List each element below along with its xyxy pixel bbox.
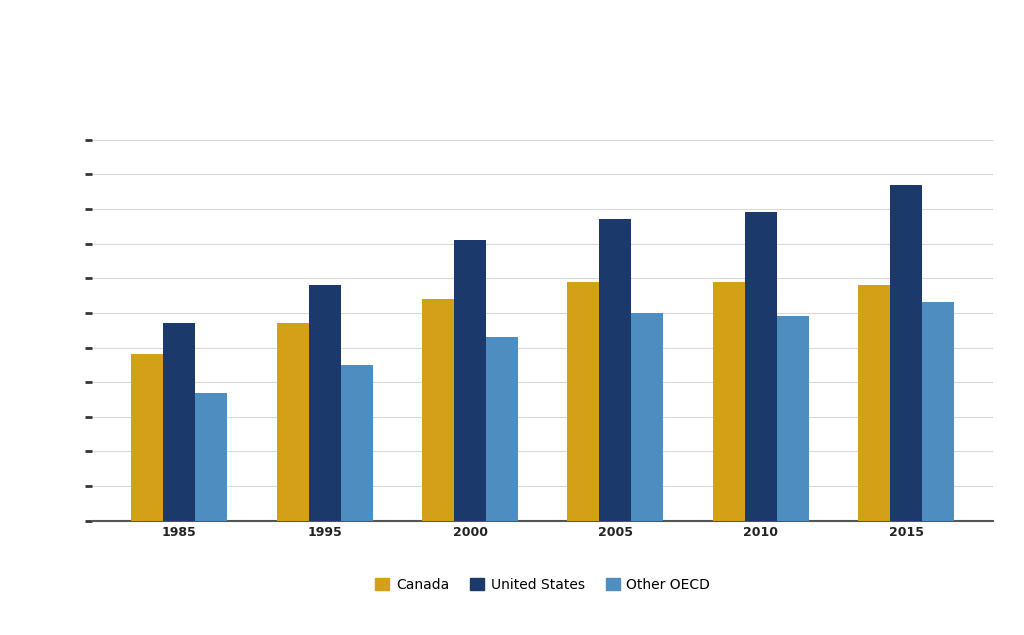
Text: Figure 1: Real GDP per Person in Canada, the United States and Other OECD Countr: Figure 1: Real GDP per Person in Canada,… (10, 30, 823, 48)
Bar (341, 365, 373, 521)
Bar (567, 282, 599, 521)
Bar (599, 219, 632, 521)
Legend: Canada, United States, Other OECD: Canada, United States, Other OECD (370, 573, 716, 598)
Bar (164, 323, 196, 521)
Bar (632, 313, 664, 521)
Bar (196, 392, 227, 521)
Bar (486, 337, 518, 521)
Bar (454, 240, 486, 521)
Bar (777, 316, 809, 521)
Bar (308, 285, 341, 521)
Bar (890, 185, 922, 521)
Bar (713, 282, 744, 521)
Bar (131, 354, 164, 521)
Bar (744, 213, 777, 521)
Bar (276, 323, 308, 521)
Bar (422, 299, 454, 521)
Bar (922, 302, 954, 521)
Bar (858, 285, 890, 521)
Text: (in thousands of 2012 US dollars, PPP-adjusted): (in thousands of 2012 US dollars, PPP-ad… (8, 102, 338, 117)
